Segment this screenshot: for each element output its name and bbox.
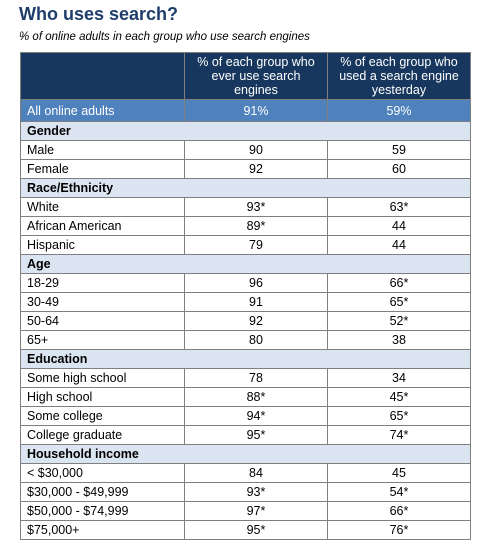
yesterday-value: 59: [327, 140, 471, 160]
row-label: 18-29: [20, 273, 185, 293]
table-row: Some college 94* 65*: [20, 406, 471, 426]
row-label: White: [20, 197, 185, 217]
ever-value: 95*: [184, 425, 328, 445]
table-header-row: % of each group who ever use search engi…: [20, 52, 471, 100]
ever-value: 92: [184, 311, 328, 331]
table-row: African American 89* 44: [20, 216, 471, 236]
table-row: $75,000+ 95* 76*: [20, 520, 471, 540]
table-row: 50-64 92 52*: [20, 311, 471, 331]
table-row: Hispanic 79 44: [20, 235, 471, 255]
yesterday-value: 65*: [327, 406, 471, 426]
table-row: Some high school 78 34: [20, 368, 471, 388]
ever-value: 93*: [184, 482, 328, 502]
yesterday-value: 54*: [327, 482, 471, 502]
yesterday-value: 38: [327, 330, 471, 350]
ever-value: 97*: [184, 501, 328, 521]
row-label: $30,000 - $49,999: [20, 482, 185, 502]
ever-value: 91%: [184, 99, 328, 122]
section-header-row: Age: [20, 254, 471, 274]
row-label: All online adults: [20, 99, 185, 122]
ever-value: 84: [184, 463, 328, 483]
table-row: 18-29 96 66*: [20, 273, 471, 293]
ever-value: 90: [184, 140, 328, 160]
section-header-row: Education: [20, 349, 471, 369]
yesterday-value: 34: [327, 368, 471, 388]
ever-value: 91: [184, 292, 328, 312]
yesterday-value: 66*: [327, 501, 471, 521]
row-label: 65+: [20, 330, 185, 350]
row-label: 50-64: [20, 311, 185, 331]
section-title: Household income: [20, 444, 471, 464]
page-title: Who uses search?: [19, 4, 179, 24]
section-header-row: Household income: [20, 444, 471, 464]
ever-value: 93*: [184, 197, 328, 217]
section-header-row: Gender: [20, 121, 471, 141]
section-title: Race/Ethnicity: [20, 178, 471, 198]
section-title: Age: [20, 254, 471, 274]
yesterday-value: 66*: [327, 273, 471, 293]
yesterday-value: 45*: [327, 387, 471, 407]
table-row: High school 88* 45*: [20, 387, 471, 407]
yesterday-value: 44: [327, 216, 471, 236]
row-label: College graduate: [20, 425, 185, 445]
yesterday-value: 60: [327, 159, 471, 179]
row-label: 30-49: [20, 292, 185, 312]
yesterday-value: 52*: [327, 311, 471, 331]
table-row: $30,000 - $49,999 93* 54*: [20, 482, 471, 502]
yesterday-value: 44: [327, 235, 471, 255]
column-header-yesterday: % of each group who used a search engine…: [327, 52, 471, 100]
section-title: Education: [20, 349, 471, 369]
ever-value: 79: [184, 235, 328, 255]
column-header-group: [20, 52, 185, 100]
table-row: Male 90 59: [20, 140, 471, 160]
ever-value: 78: [184, 368, 328, 388]
yesterday-value: 76*: [327, 520, 471, 540]
row-label: Male: [20, 140, 185, 160]
table-row: Female 92 60: [20, 159, 471, 179]
table-row: < $30,000 84 45: [20, 463, 471, 483]
row-label: $75,000+: [20, 520, 185, 540]
row-label: Some high school: [20, 368, 185, 388]
table-row: 30-49 91 65*: [20, 292, 471, 312]
ever-value: 89*: [184, 216, 328, 236]
column-header-ever: % of each group who ever use search engi…: [184, 52, 328, 100]
yesterday-value: 59%: [327, 99, 471, 122]
search-usage-table: % of each group who ever use search engi…: [20, 52, 471, 540]
row-label: Some college: [20, 406, 185, 426]
row-label: Hispanic: [20, 235, 185, 255]
yesterday-value: 45: [327, 463, 471, 483]
ever-value: 94*: [184, 406, 328, 426]
row-label: Female: [20, 159, 185, 179]
yesterday-value: 74*: [327, 425, 471, 445]
table-row: White 93* 63*: [20, 197, 471, 217]
ever-value: 96: [184, 273, 328, 293]
ever-value: 80: [184, 330, 328, 350]
table-row: College graduate 95* 74*: [20, 425, 471, 445]
row-label: African American: [20, 216, 185, 236]
ever-value: 88*: [184, 387, 328, 407]
yesterday-value: 65*: [327, 292, 471, 312]
ever-value: 92: [184, 159, 328, 179]
overall-row: All online adults 91% 59%: [20, 99, 471, 122]
page-subtitle: % of online adults in each group who use…: [19, 31, 310, 43]
section-header-row: Race/Ethnicity: [20, 178, 471, 198]
table-row: 65+ 80 38: [20, 330, 471, 350]
row-label: High school: [20, 387, 185, 407]
row-label: $50,000 - $74,999: [20, 501, 185, 521]
section-title: Gender: [20, 121, 471, 141]
ever-value: 95*: [184, 520, 328, 540]
yesterday-value: 63*: [327, 197, 471, 217]
table-row: $50,000 - $74,999 97* 66*: [20, 501, 471, 521]
row-label: < $30,000: [20, 463, 185, 483]
